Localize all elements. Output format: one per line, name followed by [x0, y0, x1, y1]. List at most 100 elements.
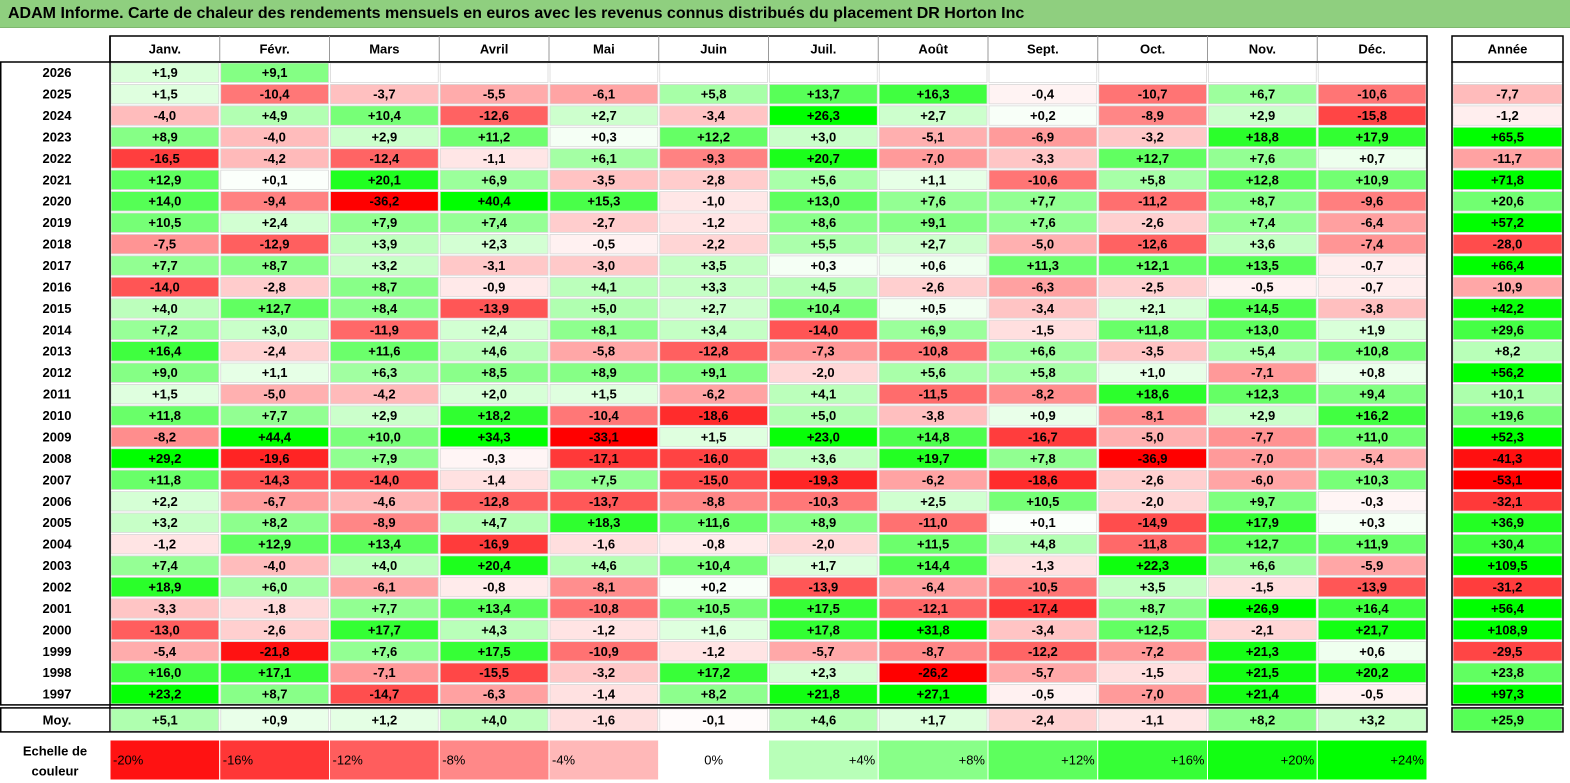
average-cell [220, 708, 329, 732]
heat-cell [110, 555, 220, 576]
heat-cell-value: +1,9 [1359, 322, 1385, 337]
heat-cell [659, 405, 768, 426]
annual-cell-value: +65,5 [1491, 129, 1524, 144]
heat-cell-value: -36,2 [370, 194, 400, 209]
heat-cell-value: -1,5 [1032, 322, 1054, 337]
heat-cell [1098, 405, 1207, 426]
annual-cell-value: +52,3 [1491, 429, 1524, 444]
heat-cell [549, 234, 659, 255]
heat-cell-value: +7,2 [152, 322, 178, 337]
heat-cell [988, 469, 1098, 491]
heat-cell [878, 512, 988, 533]
heat-cell [110, 598, 220, 619]
heat-cell [330, 405, 439, 426]
heat-cell-value: +0,3 [591, 129, 617, 144]
heat-cell [878, 298, 988, 319]
heat-cell-value: +11,6 [368, 344, 400, 359]
heat-cell [220, 148, 329, 169]
heat-cell-value: -1,2 [154, 537, 176, 552]
average-cell [330, 708, 439, 732]
row-year-label: 2008 [43, 451, 72, 466]
heat-cell [1098, 84, 1207, 105]
heat-cell-value: -1,5 [1251, 579, 1273, 594]
heat-cell-value: +12,7 [258, 301, 291, 316]
annual-cell [1452, 84, 1563, 105]
heat-cell [769, 298, 878, 319]
heat-cell-value: -6,1 [373, 579, 395, 594]
heat-cell-value: -3,2 [593, 665, 615, 680]
heat-cell-value: +0,3 [811, 258, 837, 273]
heat-cell-value: +10,8 [1356, 344, 1389, 359]
heat-cell [549, 426, 659, 448]
heat-cell-value: -3,3 [1032, 151, 1054, 166]
heat-cell [1098, 426, 1207, 448]
heat-cell [988, 148, 1098, 169]
heat-cell [1208, 148, 1317, 169]
row-year-label: 2000 [43, 622, 72, 637]
average-cell-value: -1,1 [1141, 712, 1163, 727]
heat-cell-value: -4,0 [263, 558, 285, 573]
scale-swatch [877, 739, 989, 781]
heat-cell-value: +8,9 [591, 365, 617, 380]
heat-cell-value: +17,2 [697, 665, 730, 680]
heat-cell [439, 255, 549, 276]
heat-cell [220, 555, 329, 576]
heat-cell-value: -10,3 [809, 494, 839, 509]
heat-cell-value: +4,9 [262, 108, 288, 123]
heat-cell [988, 169, 1098, 190]
average-cell [1098, 708, 1207, 732]
average-cell-value: +1,2 [372, 712, 398, 727]
heat-cell [878, 448, 988, 469]
heat-cell [769, 405, 878, 426]
heat-cell-value: +11,8 [149, 472, 181, 487]
heat-cell-value: +0,6 [1359, 644, 1385, 659]
heat-cell-value: -2,1 [1251, 622, 1273, 637]
heat-cell-value: -5,0 [1141, 429, 1163, 444]
annual-cell-value: -41,3 [1493, 451, 1523, 466]
table-frame [0, 61, 1428, 706]
heat-cell [220, 362, 329, 383]
row-year-label: 2021 [43, 172, 72, 187]
heat-cell-value: +8,7 [1140, 601, 1166, 616]
heat-cell-value: +13,4 [478, 601, 512, 616]
heat-cell-value: +11,8 [1137, 322, 1169, 337]
heat-cell-value: -14,3 [260, 472, 290, 487]
heat-cell-value: -6,1 [593, 87, 615, 102]
average-cell-value: +5,1 [152, 712, 178, 727]
heat-cell-value: +12,9 [258, 537, 291, 552]
annual-cell-value: -1,2 [1496, 108, 1518, 123]
heat-cell [1317, 598, 1427, 619]
heat-cell-value: +16,0 [148, 665, 181, 680]
heat-cell-value: +40,4 [478, 194, 512, 209]
heat-cell-value: +4,8 [1030, 537, 1056, 552]
heat-cell-value: +8,9 [811, 515, 837, 530]
heat-cell-value: +7,7 [152, 258, 178, 273]
heat-cell [330, 512, 439, 533]
heat-cell [1208, 662, 1317, 683]
heat-cell [1317, 126, 1427, 148]
heat-cell-value: -12,4 [370, 151, 400, 166]
heat-cell-value: +6,3 [372, 365, 398, 380]
scale-swatch [768, 739, 879, 781]
heat-cell-value: +12,5 [1136, 622, 1169, 637]
heat-cell [988, 62, 1098, 83]
row-year-label: 2012 [43, 365, 72, 380]
heat-cell-value: +26,9 [1246, 601, 1279, 616]
heat-cell [1098, 641, 1207, 662]
heat-cell [220, 255, 329, 276]
heat-cell [1098, 319, 1207, 340]
heat-cell [659, 534, 768, 555]
heat-cell-value: -7,1 [373, 665, 395, 680]
annual-cell-value: +29,6 [1491, 322, 1524, 337]
heat-cell [878, 405, 988, 426]
heat-cell-value: +26,3 [807, 108, 840, 123]
heat-cell-value: -2,0 [812, 537, 834, 552]
heat-cell-value: -2,0 [1141, 494, 1163, 509]
heat-cell [769, 534, 878, 555]
heat-cell [439, 512, 549, 533]
heat-cell [1208, 362, 1317, 383]
heat-cell-value: +2,7 [701, 301, 727, 316]
heat-cell-value: +10,4 [697, 558, 731, 573]
heat-cell [769, 191, 878, 212]
heat-cell [439, 576, 549, 598]
